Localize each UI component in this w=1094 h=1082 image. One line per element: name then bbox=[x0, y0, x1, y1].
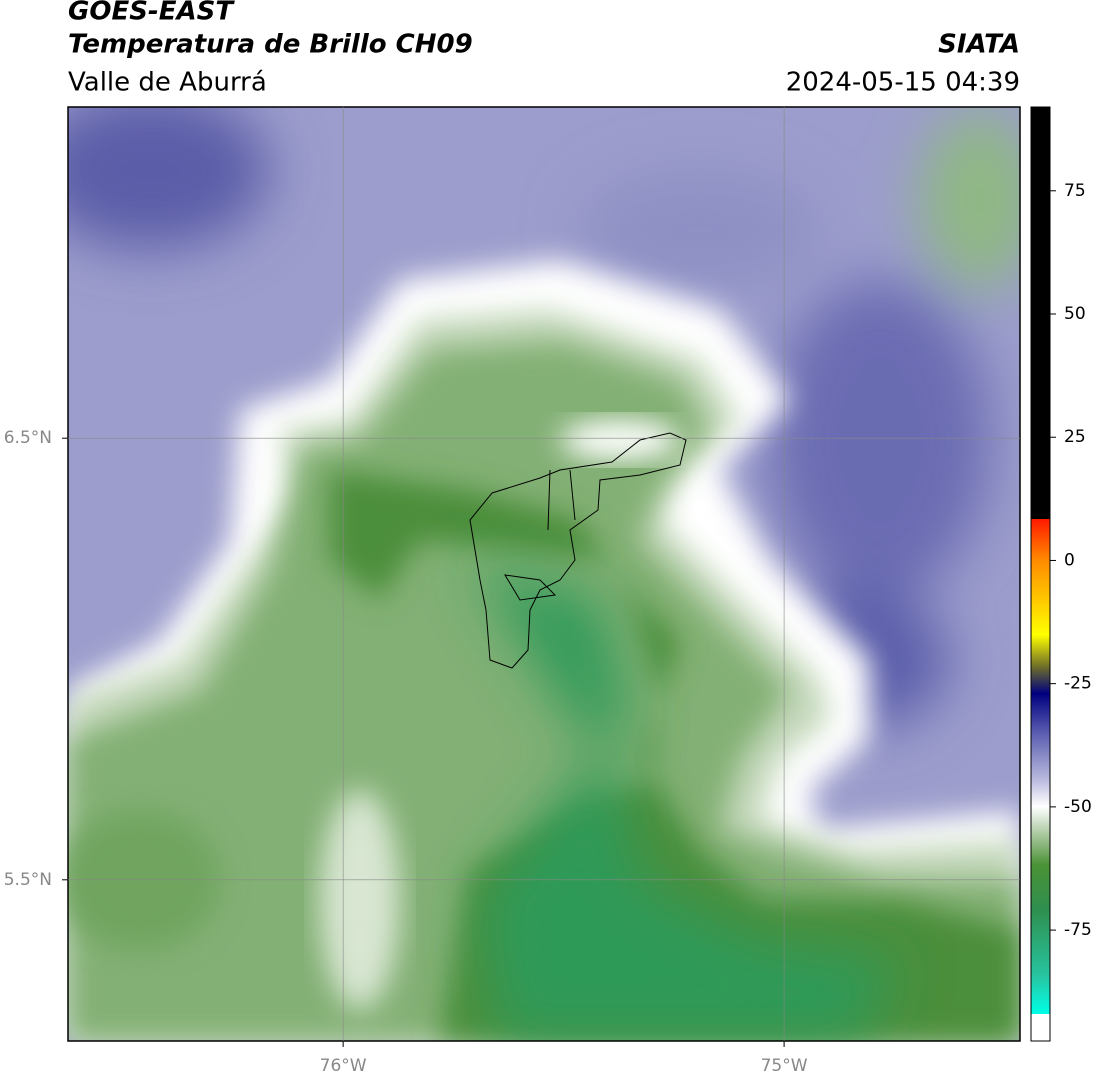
title: GOES-EAST bbox=[68, 0, 235, 27]
colorbar-tick-label: -50 bbox=[1064, 797, 1092, 817]
satellite-image bbox=[68, 107, 1020, 1041]
colorbar-tick-label: 25 bbox=[1064, 427, 1086, 447]
source: SIATA bbox=[938, 30, 1020, 60]
subtitle: Temperatura de Brillo CH09 bbox=[68, 30, 473, 60]
region: Valle de Aburrá bbox=[68, 68, 267, 98]
colorbar-tick-label: -25 bbox=[1064, 674, 1092, 694]
timestamp: 2024-05-15 04:39 bbox=[786, 68, 1020, 98]
x-tick-label: 75°W bbox=[761, 1056, 808, 1076]
colorbar-tick-label: -75 bbox=[1064, 920, 1092, 940]
y-tick-label: 5.5°N bbox=[4, 870, 52, 890]
colorbar-tick-label: 50 bbox=[1064, 304, 1086, 324]
y-tick-label: 6.5°N bbox=[4, 428, 52, 448]
map-frame bbox=[67, 106, 1021, 1042]
x-tick-label: 76°W bbox=[320, 1056, 367, 1076]
colorbar-tick-label: 75 bbox=[1064, 181, 1086, 201]
municipal-boundaries bbox=[469, 432, 687, 669]
colorbar bbox=[1030, 106, 1051, 1042]
colorbar-tick-label: 0 bbox=[1064, 550, 1075, 570]
